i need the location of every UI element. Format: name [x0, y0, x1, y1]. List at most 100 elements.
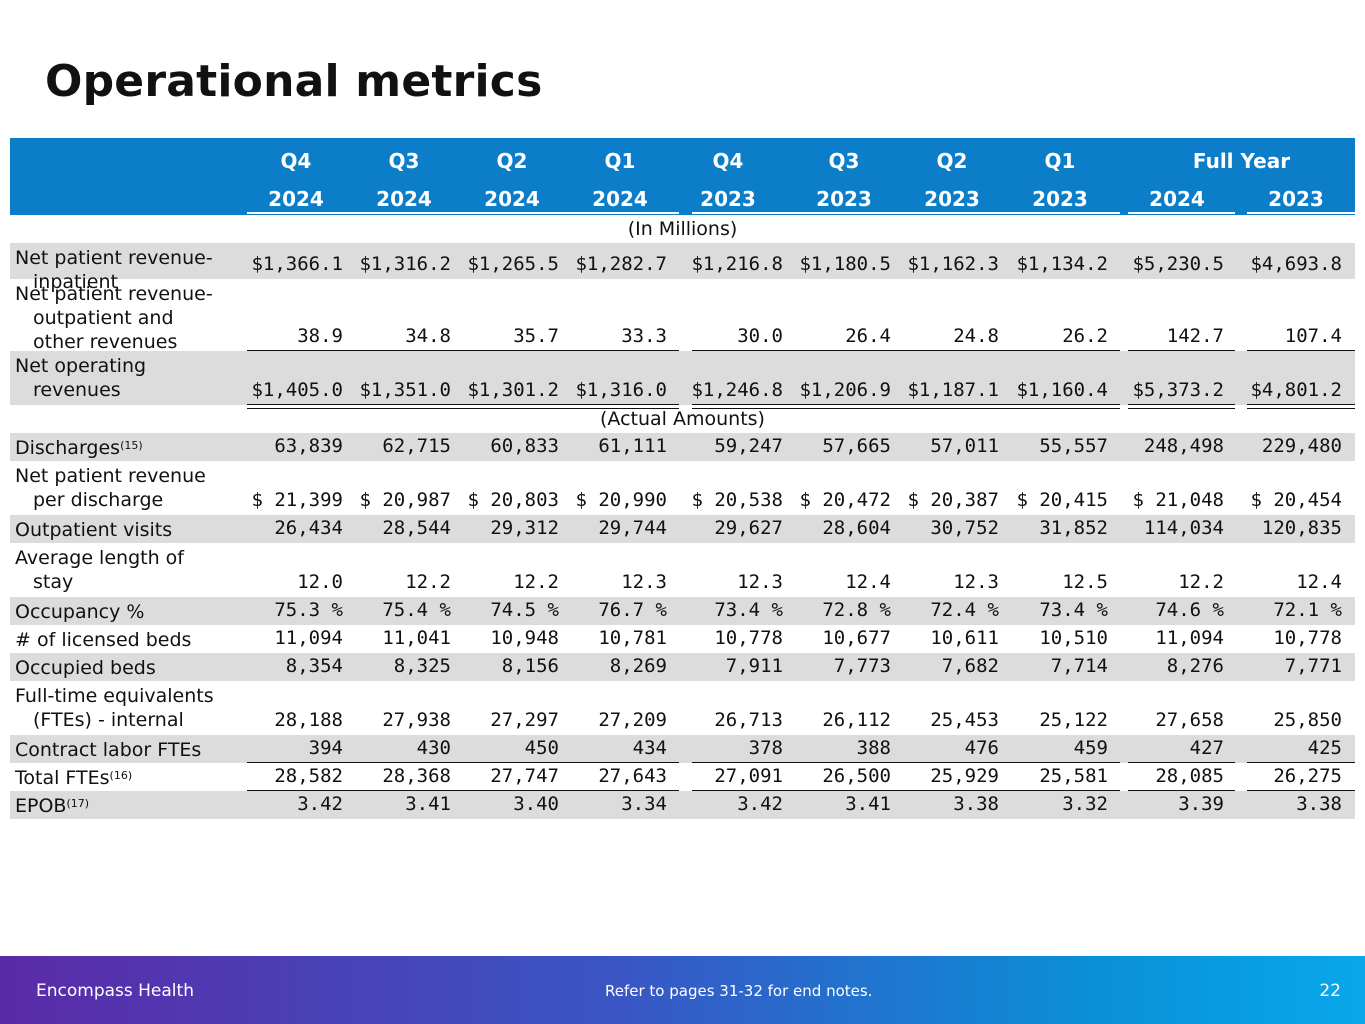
value-cell: 75.4 %	[382, 599, 451, 621]
value-cell: 142.7	[1166, 325, 1224, 347]
value-cell: $1,405.0	[251, 379, 343, 401]
table-row: Contract labor FTEs 394 430 450 434 378 388 476…	[10, 735, 1355, 763]
value-cell: 27,643	[598, 765, 667, 787]
value-cell: 114,034	[1143, 517, 1224, 539]
total-rule	[1247, 350, 1355, 351]
value-cell: 10,510	[1039, 627, 1108, 649]
table-row: Occupancy % 75.3 % 75.4 % 74.5 % 76.7 % 73.4 …	[10, 597, 1355, 625]
col-full-year: Full Year	[1192, 149, 1291, 173]
section-label: (In Millions)	[627, 218, 738, 240]
col-fy-year: 2023	[1268, 187, 1324, 211]
table-row: # of licensed beds 11,094 11,041 10,948 10,7…	[10, 625, 1355, 653]
value-cell: $4,801.2	[1250, 379, 1342, 401]
value-cell: 107.4	[1284, 325, 1342, 347]
value-cell: 73.4 %	[1039, 599, 1108, 621]
value-cell: 30.0	[737, 325, 783, 347]
row-label: # of licensed beds	[15, 628, 191, 652]
value-cell: 26,434	[274, 517, 343, 539]
value-cell: 12.0	[297, 571, 343, 593]
value-cell: $ 20,454	[1250, 489, 1342, 511]
value-cell: 61,111	[598, 435, 667, 457]
value-cell: 12.3	[953, 571, 999, 593]
end-notes-reference: Refer to pages 31-32 for end notes.	[605, 982, 873, 1000]
value-cell: 427	[1189, 737, 1224, 759]
value-cell: 76.7 %	[598, 599, 667, 621]
value-cell: 229,480	[1261, 435, 1342, 457]
row-label-line: Average length of	[15, 547, 184, 569]
value-cell: 27,747	[490, 765, 559, 787]
value-cell: 27,091	[714, 765, 783, 787]
col-year: 2023	[1032, 187, 1088, 211]
value-cell: 29,744	[598, 517, 667, 539]
company-name: Encompass Health	[36, 981, 194, 1001]
value-cell: 59,247	[714, 435, 783, 457]
row-label-with-note: Total FTEs(16)	[15, 766, 132, 790]
col-quarter: Q2	[496, 149, 528, 173]
value-cell: 57,665	[822, 435, 891, 457]
value-cell: 3.40	[513, 793, 559, 815]
value-cell: 57,011	[930, 435, 999, 457]
row-label-line: Net patient revenue	[15, 465, 206, 487]
value-cell: 26.2	[1062, 325, 1108, 347]
value-cell: 3.42	[737, 793, 783, 815]
col-year: 2024	[484, 187, 540, 211]
row-label: Occupied beds	[15, 656, 156, 680]
value-cell: 55,557	[1039, 435, 1108, 457]
value-cell: 11,094	[1155, 627, 1224, 649]
total-rule	[1247, 404, 1355, 409]
row-label-line: Full-time equivalents	[15, 685, 214, 707]
table-row: Full-time equivalents (FTEs) - internal 28…	[10, 681, 1355, 735]
value-cell: 74.5 %	[490, 599, 559, 621]
row-label-line: Net operating	[15, 355, 147, 377]
value-cell: 3.42	[297, 793, 343, 815]
row-label: Full-time equivalents (FTEs) - internal	[15, 684, 214, 732]
value-cell: $ 20,387	[907, 489, 999, 511]
value-cell: $ 21,399	[251, 489, 343, 511]
row-label: Net patient revenue-outpatient and other …	[15, 282, 213, 354]
row-label-line: Discharges	[15, 437, 121, 459]
value-cell: 26,713	[714, 709, 783, 731]
row-label-line: Net patient revenue-	[15, 247, 213, 269]
value-cell: 63,839	[274, 435, 343, 457]
value-cell: 459	[1073, 737, 1108, 759]
table-row: Total FTEs(16) 28,582 28,368 27,747 27,643 27…	[10, 763, 1355, 795]
value-cell: 3.38	[1296, 793, 1342, 815]
header-underline	[692, 212, 1120, 214]
row-label-line: outpatient and	[33, 307, 174, 329]
value-cell: 28,582	[274, 765, 343, 787]
value-cell: $1,246.8	[691, 379, 783, 401]
value-cell: $1,282.7	[575, 253, 667, 275]
value-cell: 8,269	[609, 655, 667, 677]
value-cell: 60,833	[490, 435, 559, 457]
value-cell: 28,188	[274, 709, 343, 731]
value-cell: 378	[748, 737, 783, 759]
value-cell: 12.2	[1178, 571, 1224, 593]
value-cell: 25,850	[1273, 709, 1342, 731]
table-row: Net operating revenues $1,405.0 $1,351.0 $1,…	[10, 351, 1355, 409]
value-cell: 29,312	[490, 517, 559, 539]
value-cell: 120,835	[1261, 517, 1342, 539]
value-cell: $ 20,415	[1016, 489, 1108, 511]
footnote-ref: (16)	[109, 769, 133, 782]
table-row: Net patient revenue-inpatient $1,366.1 $1,…	[10, 243, 1355, 293]
row-label: Net patient revenue per discharge	[15, 464, 206, 512]
value-cell: 72.1 %	[1273, 599, 1342, 621]
row-label: Occupancy %	[15, 600, 144, 624]
value-cell: 10,778	[714, 627, 783, 649]
col-year: 2024	[376, 187, 432, 211]
value-cell: $ 21,048	[1132, 489, 1224, 511]
col-quarter: Q1	[604, 149, 636, 173]
value-cell: 72.4 %	[930, 599, 999, 621]
value-cell: 394	[308, 737, 343, 759]
value-cell: 28,604	[822, 517, 891, 539]
value-cell: 35.7	[513, 325, 559, 347]
value-cell: $1,216.8	[691, 253, 783, 275]
value-cell: 7,682	[941, 655, 999, 677]
table-row: Average length of stay 12.0 12.2 12.2 12.3 12.…	[10, 543, 1355, 597]
value-cell: 30,752	[930, 517, 999, 539]
value-cell: 3.34	[621, 793, 667, 815]
value-cell: $ 20,472	[799, 489, 891, 511]
value-cell: 3.38	[953, 793, 999, 815]
value-cell: 8,325	[393, 655, 451, 677]
value-cell: 28,085	[1155, 765, 1224, 787]
